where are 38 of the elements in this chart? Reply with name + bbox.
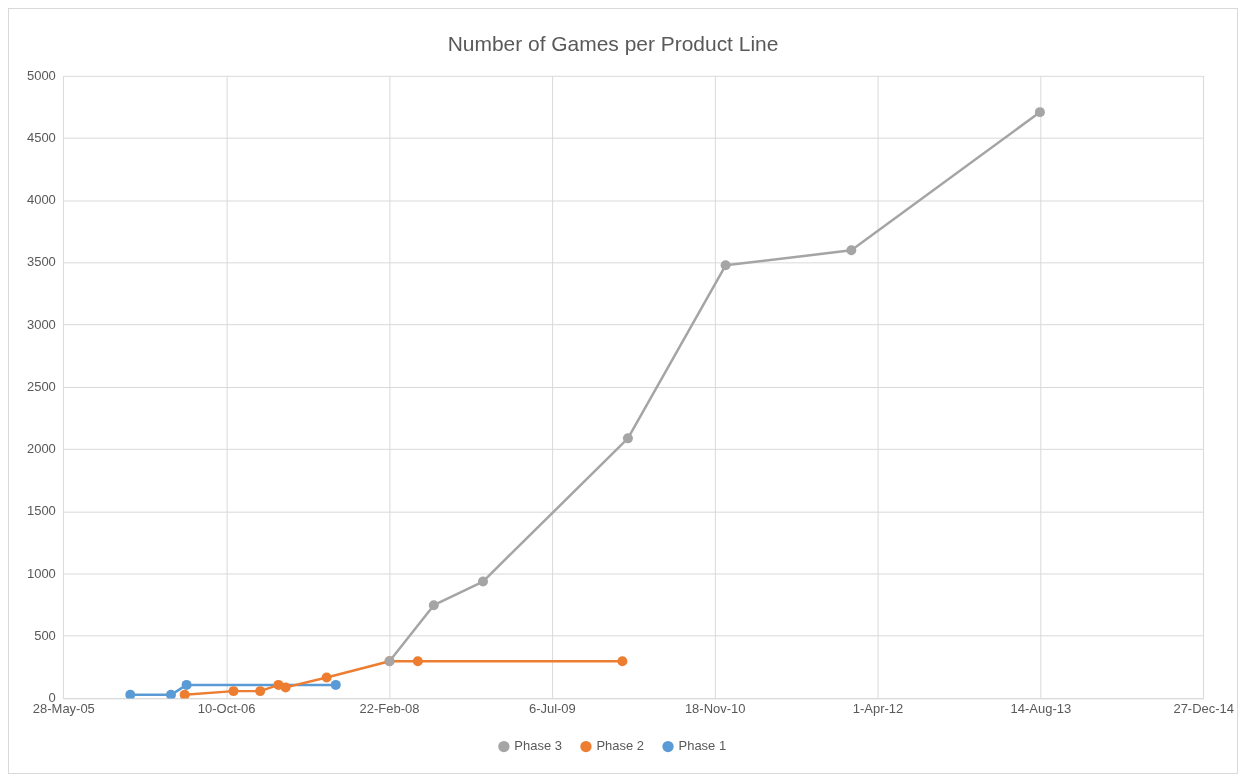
point [181,679,192,690]
y-tick-label: 4000 [26,192,56,208]
point [477,576,488,587]
x-tick-label: 1-Apr-12 [852,700,904,716]
y-tick-label: 2000 [26,441,56,457]
x-tick-label: 27-Dec-14 [1173,700,1234,716]
point [720,260,731,271]
point [255,686,266,697]
point [179,689,190,699]
legend-label: Phase 3 [514,738,562,754]
point [846,245,857,256]
legend-label: Phase 1 [678,738,727,754]
point [165,689,176,699]
x-tick-label: 18-Nov-10 [684,700,746,716]
point [228,686,239,697]
legend-label: Phase 2 [596,738,645,754]
point [330,679,341,690]
x-tick-label: 22-Feb-08 [359,700,420,716]
x-tick-label: 10-Oct-06 [197,700,256,716]
point [321,672,332,683]
point [125,689,136,699]
y-tick-label: 1000 [26,565,56,581]
point [280,682,291,693]
y-tick-label: 5000 [26,67,56,83]
y-tick-label: 3000 [26,316,56,332]
y-tick-label: 500 [34,627,56,643]
point [412,656,423,667]
x-tick-label: 6-Jul-09 [528,700,576,716]
point [1034,107,1045,118]
y-tick-label: 4500 [26,129,56,145]
chart-title: Number of Games per Product Line [447,32,779,56]
y-tick-label: 3500 [26,254,56,270]
point [617,656,628,667]
y-tick-label: 2500 [26,378,56,394]
point [622,433,633,444]
x-tick-label: 14-Aug-13 [1010,700,1072,716]
point [428,600,439,611]
y-tick-label: 1500 [26,503,56,519]
